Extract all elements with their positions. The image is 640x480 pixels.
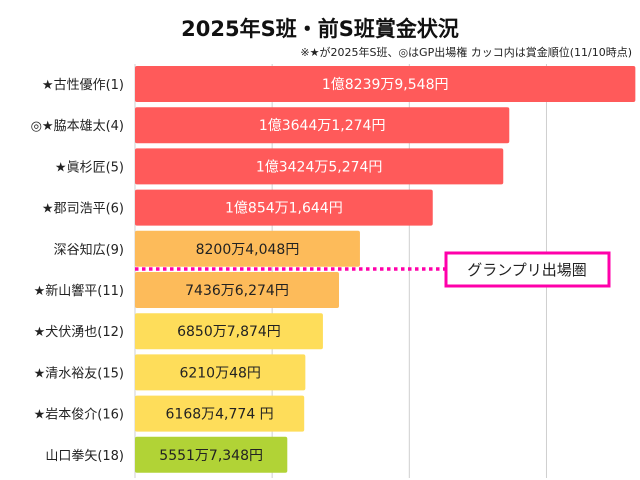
category-label: ★新山響平(11) (34, 283, 124, 299)
bar (135, 436, 288, 473)
category-label: ★古性優作(1) (42, 78, 124, 93)
category-label: 山口拳矢(18) (45, 448, 124, 464)
category-label: ★清水裕友(15) (34, 365, 124, 381)
data-label: 6850万7,874円 (177, 324, 281, 340)
gp-cutoff-box (444, 251, 611, 288)
bar (135, 189, 433, 226)
bar (135, 230, 360, 267)
chart-subtitle: ※★が2025年S班、◎はGP出場権 カッコ内は賞金順位(11/10時点) (300, 45, 632, 59)
category-label: ★犬伏湧也(12) (34, 324, 124, 340)
data-label: 1億854万1,644円 (225, 201, 343, 217)
data-label: 1億8239万9,548円 (322, 77, 449, 93)
category-label: ★眞杉匠(5) (55, 160, 124, 175)
chart-title: 2025年S班・前S班賞金状況 (181, 17, 459, 41)
bar (135, 354, 306, 391)
bar (135, 148, 504, 185)
bar (135, 66, 636, 102)
category-label: ★岩本俊介(16) (34, 408, 124, 423)
bar (135, 272, 339, 308)
bar (135, 107, 510, 144)
category-label: ◎★脇本雄太(4) (31, 119, 124, 134)
data-label: 5551万7,348円 (159, 448, 263, 464)
category-label: 深谷知広(9) (54, 242, 124, 258)
bar (135, 313, 323, 350)
data-label: 6168万4,774 円 (166, 407, 274, 423)
data-label: 8200万4,048円 (196, 242, 300, 258)
category-label: ★郡司浩平(6) (42, 202, 124, 217)
data-label: 6210万48円 (179, 365, 260, 381)
data-label: 1億3424万5,274円 (256, 159, 383, 175)
bar (135, 395, 305, 432)
data-label: 1億3644万1,274円 (259, 118, 386, 134)
gp-cutoff-label: グランプリ出場圏 (467, 261, 587, 279)
data-label: 7436万6,274円 (185, 283, 289, 299)
